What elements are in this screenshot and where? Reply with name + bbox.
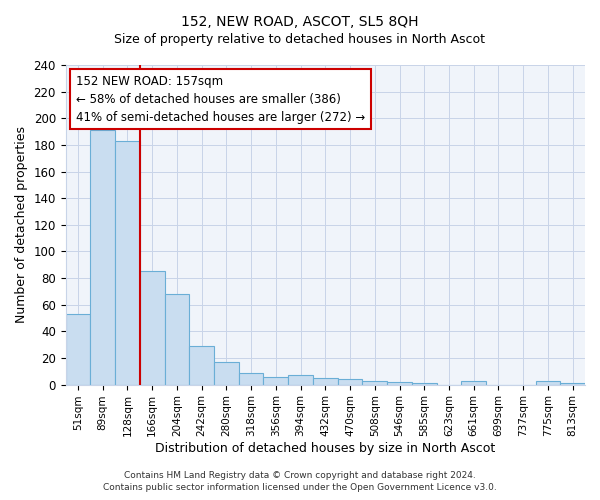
Bar [362,380,387,384]
Bar [190,346,214,385]
Bar [214,362,239,384]
Bar [338,380,362,384]
Bar [288,376,313,384]
Bar [461,380,486,384]
Y-axis label: Number of detached properties: Number of detached properties [15,126,28,324]
Bar [115,141,140,384]
Bar [239,372,263,384]
Bar [91,130,115,384]
Bar [164,294,190,384]
Bar [263,376,288,384]
Bar [313,378,338,384]
X-axis label: Distribution of detached houses by size in North Ascot: Distribution of detached houses by size … [155,442,496,455]
Text: 152 NEW ROAD: 157sqm
← 58% of detached houses are smaller (386)
41% of semi-deta: 152 NEW ROAD: 157sqm ← 58% of detached h… [76,74,365,124]
Bar [65,314,91,384]
Bar [140,272,164,384]
Text: Contains HM Land Registry data © Crown copyright and database right 2024.
Contai: Contains HM Land Registry data © Crown c… [103,471,497,492]
Text: Size of property relative to detached houses in North Ascot: Size of property relative to detached ho… [115,32,485,46]
Bar [387,382,412,384]
Bar [536,380,560,384]
Text: 152, NEW ROAD, ASCOT, SL5 8QH: 152, NEW ROAD, ASCOT, SL5 8QH [181,15,419,29]
